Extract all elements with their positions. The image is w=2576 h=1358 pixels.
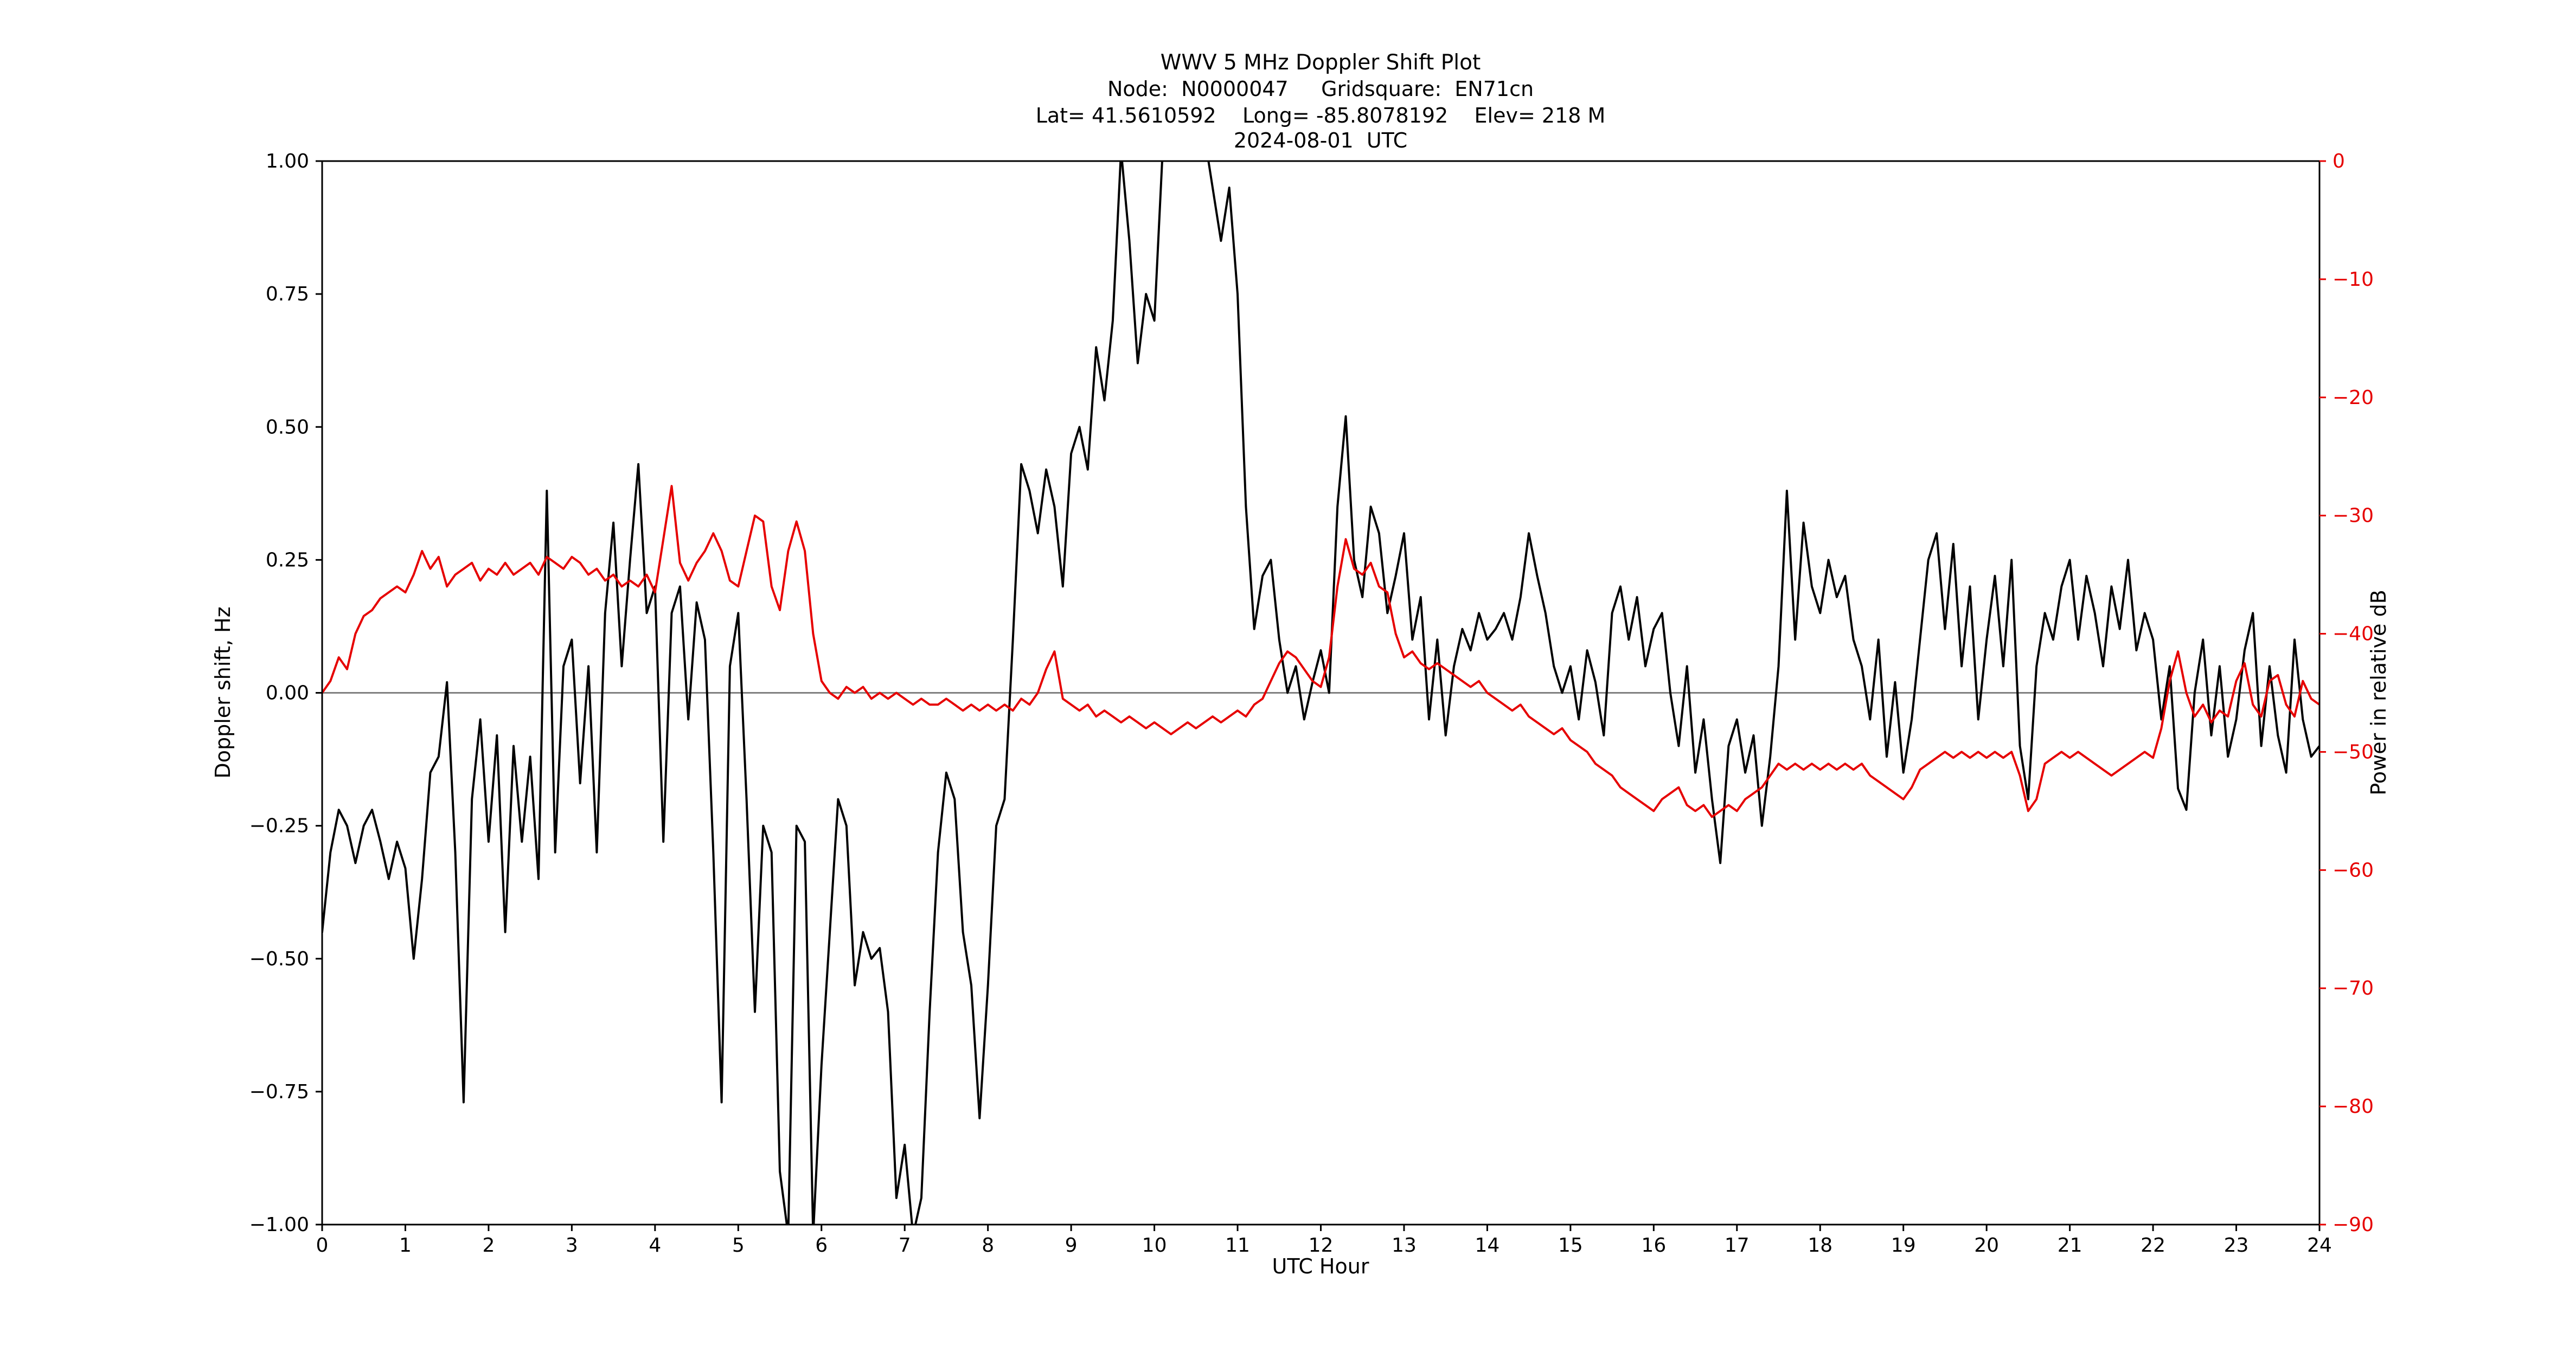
x-tick-label: 2 — [482, 1234, 495, 1257]
x-tick-label: 11 — [1225, 1234, 1250, 1257]
x-tick-label: 1 — [399, 1234, 412, 1257]
x-tick-label: 7 — [899, 1234, 911, 1257]
chart-title: WWV 5 MHz Doppler Shift Plot — [1161, 50, 1481, 75]
y-right-tick-label: −90 — [2333, 1214, 2374, 1236]
x-tick-label: 20 — [1974, 1234, 1999, 1257]
y-left-tick-label: −0.75 — [249, 1081, 309, 1103]
y-left-tick-label: 0.50 — [266, 416, 309, 438]
y-right-tick-label: −20 — [2333, 387, 2374, 409]
y-left-tick-label: 1.00 — [266, 150, 309, 172]
y-left-tick-label: −0.50 — [249, 948, 309, 970]
y-left-tick-label: 0.00 — [266, 682, 309, 704]
x-tick-label: 22 — [2141, 1234, 2165, 1257]
y-left-tick-label: −1.00 — [249, 1214, 309, 1236]
y-axis-label-right: Power in relative dB — [2367, 590, 2391, 795]
x-tick-label: 6 — [815, 1234, 828, 1257]
x-tick-label: 16 — [1641, 1234, 1666, 1257]
series-power_relative_db — [322, 485, 2319, 818]
y-right-tick-label: −10 — [2333, 268, 2374, 291]
x-tick-label: 24 — [2307, 1234, 2332, 1257]
x-tick-label: 9 — [1065, 1234, 1078, 1257]
y-axis-label-left: Doppler shift, Hz — [211, 606, 235, 778]
y-right-tick-label: −50 — [2333, 741, 2374, 763]
x-tick-label: 18 — [1808, 1234, 1832, 1257]
x-tick-label: 5 — [732, 1234, 745, 1257]
x-tick-label: 10 — [1142, 1234, 1167, 1257]
y-right-tick-label: −30 — [2333, 505, 2374, 527]
x-tick-label: 13 — [1392, 1234, 1417, 1257]
x-tick-label: 17 — [1725, 1234, 1750, 1257]
x-tick-label: 3 — [566, 1234, 578, 1257]
x-tick-label: 14 — [1475, 1234, 1500, 1257]
x-tick-label: 0 — [316, 1234, 329, 1257]
chart-subtitle-lat-long-elev: Lat= 41.5610592 Long= -85.8078192 Elev= … — [1036, 104, 1606, 127]
y-left-tick-label: 0.75 — [266, 283, 309, 305]
x-tick-label: 15 — [1558, 1234, 1583, 1257]
x-tick-label: 8 — [982, 1234, 994, 1257]
chart-subtitle-node-gridsquare: Node: N0000047 Gridsquare: EN71cn — [1107, 77, 1534, 101]
y-right-tick-label: −70 — [2333, 977, 2374, 1000]
x-tick-label: 12 — [1309, 1234, 1334, 1257]
x-tick-label: 19 — [1891, 1234, 1916, 1257]
x-tick-label: 4 — [649, 1234, 661, 1257]
x-tick-label: 21 — [2058, 1234, 2082, 1257]
plot-area: 0 1 2 3 4 5 6 7 8 9 10 11 12 13 14 15 16 17 18 19 20 21 22 23 24… — [249, 150, 2374, 1257]
x-axis-label: UTC Hour — [1272, 1254, 1369, 1278]
y-right-tick-label: −60 — [2333, 859, 2374, 881]
x-tick-label: 23 — [2224, 1234, 2249, 1257]
y-right-tick-label: −40 — [2333, 623, 2374, 645]
y-right-tick-label: −80 — [2333, 1096, 2374, 1118]
y-left-tick-label: 0.25 — [266, 549, 309, 571]
y-left-tick-label: −0.25 — [249, 815, 309, 837]
y-right-tick-label: 0 — [2333, 150, 2345, 172]
chart-subtitle-date-utc: 2024-08-01 UTC — [1234, 129, 1407, 152]
